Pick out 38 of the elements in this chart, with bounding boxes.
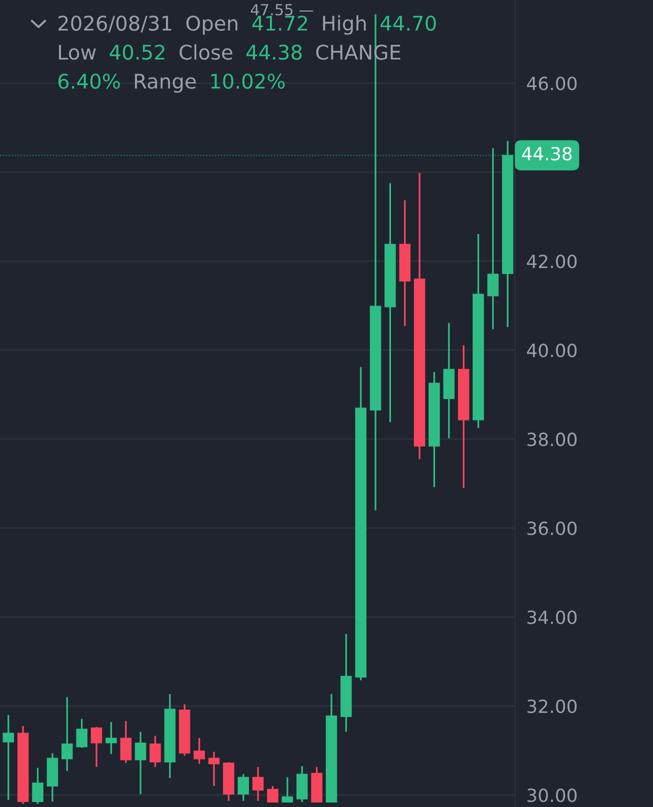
ref-line-label: 44.38 (522, 146, 572, 160)
y-tick-label: 30.00 (527, 788, 577, 802)
y-tick-label: 32.00 (527, 699, 577, 714)
annotation: 40.52 (110, 44, 164, 60)
y-tick-label: 40.00 (526, 344, 577, 358)
candlestick (2, 714, 14, 801)
candlestick (76, 718, 88, 749)
annotation: 2026/08/31 (58, 16, 172, 32)
candlestick (61, 696, 73, 772)
candlestick (32, 767, 44, 805)
candlestick (282, 776, 294, 803)
annotation: 44.38 (246, 44, 302, 60)
candlestick (267, 785, 278, 803)
annotation: 47.55 — (250, 4, 314, 16)
candlestick (252, 766, 264, 802)
candlestick (90, 726, 102, 768)
candlestick (208, 751, 220, 787)
y-tick-label: 42.00 (526, 254, 577, 268)
annotation: Close (180, 44, 232, 60)
candlestick (106, 721, 117, 755)
annotation: Low (58, 44, 96, 60)
candlestick (134, 730, 146, 795)
annotation: 6.40% (58, 74, 120, 89)
annotation: 41.72 (252, 16, 308, 31)
candlestick (194, 737, 205, 765)
candlestick (238, 773, 249, 802)
annotation: Open (186, 16, 238, 35)
candlestick (120, 720, 132, 764)
y-tick-label: 36.00 (527, 522, 577, 536)
y-tick-label: 38.00 (527, 432, 577, 446)
candlestick (150, 734, 161, 768)
y-tick-label: 46.00 (526, 76, 577, 90)
annotation: 10.02% (211, 74, 285, 89)
annotation: Range (134, 74, 196, 93)
candlestick (487, 147, 499, 330)
y-tick-label: 34.00 (527, 610, 577, 624)
annotation: 44.70 (380, 16, 436, 31)
annotation: High (323, 15, 366, 35)
